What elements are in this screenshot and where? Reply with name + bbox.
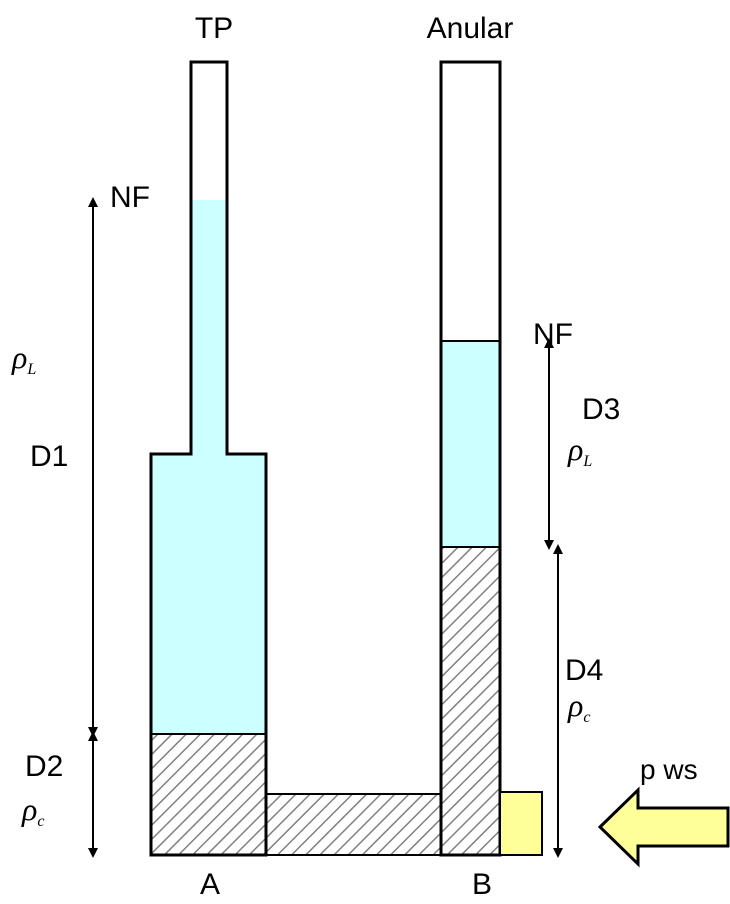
anular-heavy-fluid: [440, 546, 501, 856]
rho-l-left-symbol: ρL: [11, 339, 36, 378]
anular-light-fluid: [441, 341, 500, 547]
pws-block-arrow: [597, 786, 730, 868]
tp-light-fluid-narrow: [191, 200, 227, 455]
tp-tube-outline: [149, 60, 268, 857]
anular-label: Anular: [427, 12, 514, 45]
point-b-label: B: [472, 868, 492, 901]
d2-label: D2: [25, 750, 63, 783]
rho-c-right-symbol: ρc: [567, 687, 590, 726]
tp-light-fluid-wide: [151, 454, 266, 734]
pws-label: p ws: [640, 754, 698, 785]
nf-right-label: NF: [533, 318, 573, 351]
pressure-box: [499, 791, 543, 856]
point-a-label: A: [200, 868, 220, 901]
d1-label: D1: [30, 440, 68, 473]
d4-label: D4: [565, 654, 603, 687]
rho-l-right-symbol: ρL: [567, 431, 592, 470]
nf-left-label: NF: [110, 181, 150, 214]
bottom-connector-heavy-fluid: [265, 793, 442, 856]
tp-heavy-fluid: [150, 733, 267, 856]
rho-c-left-symbol: ρc: [21, 791, 44, 830]
d3-label: D3: [582, 393, 620, 426]
tp-label: TP: [195, 12, 233, 45]
anular-tube-outline: [439, 60, 502, 857]
